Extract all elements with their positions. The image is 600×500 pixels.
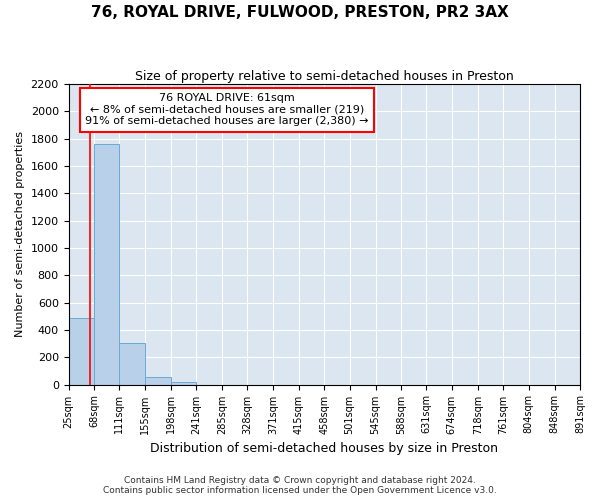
Text: 76 ROYAL DRIVE: 61sqm
← 8% of semi-detached houses are smaller (219)
91% of semi: 76 ROYAL DRIVE: 61sqm ← 8% of semi-detac…: [85, 93, 369, 126]
Bar: [68, 318, 94, 384]
Bar: [145, 377, 171, 384]
Bar: [94, 144, 119, 384]
Text: 76, ROYAL DRIVE, FULWOOD, PRESTON, PR2 3AX: 76, ROYAL DRIVE, FULWOOD, PRESTON, PR2 3…: [91, 5, 509, 20]
Y-axis label: Number of semi-detached properties: Number of semi-detached properties: [15, 132, 25, 338]
Bar: [171, 382, 196, 384]
X-axis label: Distribution of semi-detached houses by size in Preston: Distribution of semi-detached houses by …: [150, 442, 498, 455]
Text: Contains HM Land Registry data © Crown copyright and database right 2024.
Contai: Contains HM Land Registry data © Crown c…: [103, 476, 497, 495]
Title: Size of property relative to semi-detached houses in Preston: Size of property relative to semi-detach…: [135, 70, 514, 83]
Bar: [119, 343, 145, 384]
